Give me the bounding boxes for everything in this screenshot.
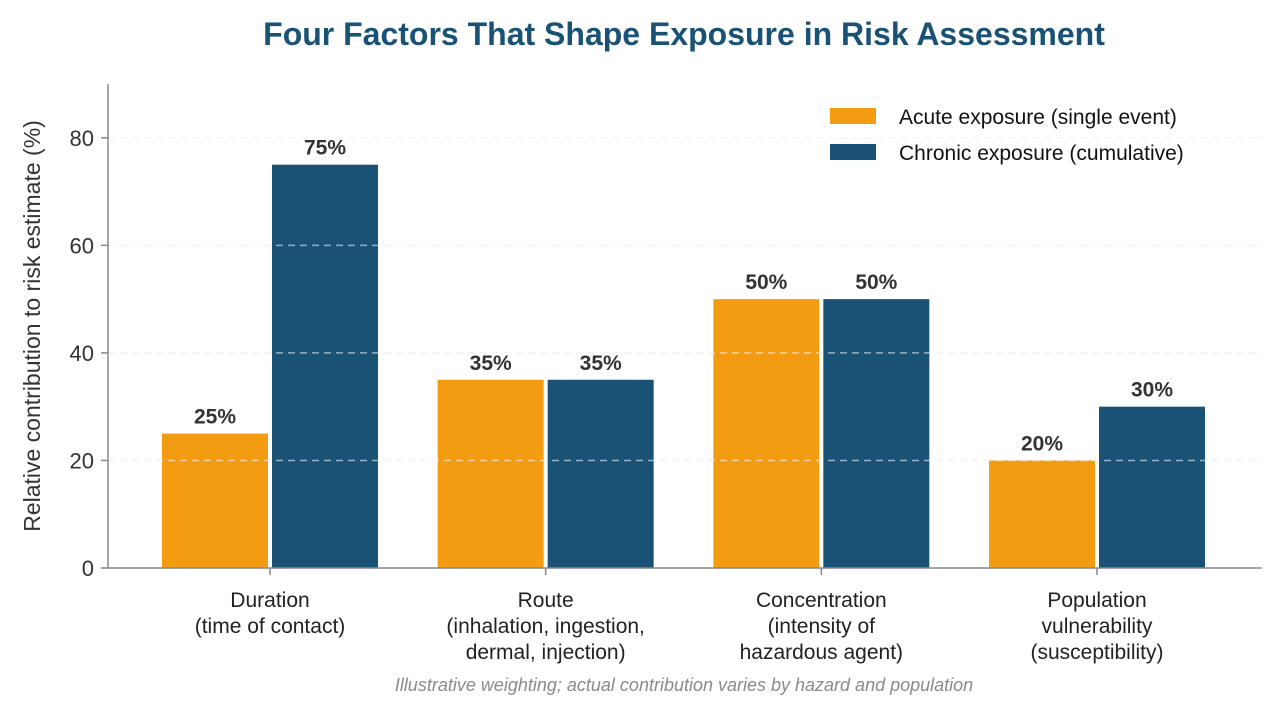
bar-acute-1 <box>437 379 544 568</box>
y-tick-label-40: 40 <box>70 341 94 366</box>
legend-swatch-acute <box>830 108 876 124</box>
bar-acute-0 <box>162 433 268 568</box>
data-label-chronic-2: 50% <box>855 271 897 294</box>
bar-chronic-3 <box>1099 406 1205 568</box>
y-tick-label-20: 20 <box>70 448 94 473</box>
data-label-acute-0: 25% <box>194 406 236 429</box>
x-tick-labels: Duration (time of contact) Route (inhalatio… <box>195 589 1164 664</box>
category-label-1: Route (inhalation, ingestion, dermal, inje… <box>446 589 644 664</box>
category-label-3: Population vulnerability (susceptibility) <box>1030 589 1163 664</box>
data-label-chronic-3: 30% <box>1131 379 1173 402</box>
data-label-acute-2: 50% <box>745 271 787 294</box>
bar-acute-3 <box>989 460 1095 568</box>
data-label-chronic-0: 75% <box>304 137 346 160</box>
chart-annotation: Illustrative weighting; actual contribut… <box>395 675 973 695</box>
y-axis-label: Relative contribution to risk estimate (… <box>19 120 45 532</box>
bar-chronic-0 <box>272 164 378 568</box>
bar-chronic-1 <box>547 379 654 568</box>
y-tick-labels: 0 20 40 60 80 <box>70 126 94 581</box>
legend-label-acute: Acute exposure (single event) <box>899 106 1177 129</box>
legend-swatch-chronic <box>830 144 876 160</box>
data-label-acute-3: 20% <box>1021 432 1063 455</box>
y-tick-label-80: 80 <box>70 126 94 151</box>
y-tick-label-60: 60 <box>70 233 94 258</box>
data-label-acute-1: 35% <box>470 352 512 375</box>
axes <box>101 84 1262 575</box>
bars <box>162 164 1205 568</box>
legend-label-chronic: Chronic exposure (cumulative) <box>899 142 1184 165</box>
bar-acute-2 <box>713 299 820 568</box>
data-label-chronic-1: 35% <box>580 352 622 375</box>
y-tick-label-0: 0 <box>82 556 94 581</box>
chart-title: Four Factors That Shape Exposure in Risk… <box>263 16 1105 52</box>
category-label-0: Duration (time of contact) <box>195 589 346 638</box>
bar-chronic-2 <box>823 299 930 568</box>
data-labels: 25% 35% 50% 20% 75% 35% 50% 30% <box>194 137 1173 456</box>
legend: Acute exposure (single event) Chronic exp… <box>830 106 1184 165</box>
category-label-2: Concentration (intensity of hazardous agen… <box>740 589 903 664</box>
